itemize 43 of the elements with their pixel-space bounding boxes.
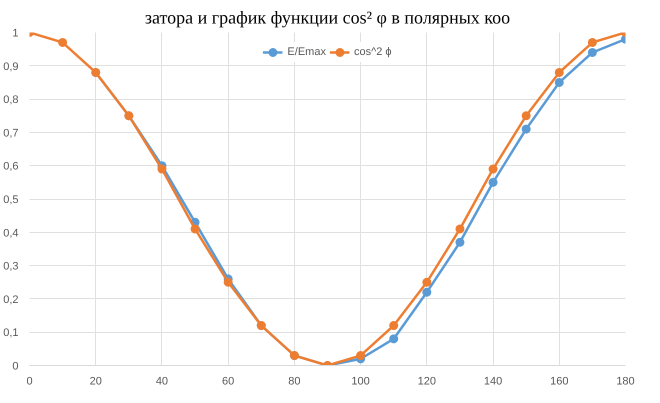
x-tick-label: 140 [484, 376, 502, 388]
point [157, 164, 166, 174]
point [455, 238, 464, 247]
point [455, 224, 464, 234]
y-tick-label: 0,9 [3, 60, 19, 73]
x-tick-label: 20 [90, 376, 102, 388]
y-tick-label: 0 [12, 360, 19, 372]
y-tick-label: 0,2 [3, 294, 19, 306]
x-tick-label: 0 [26, 376, 33, 388]
point [389, 334, 398, 344]
legend-label: E/Emax [287, 46, 326, 58]
x-tick-label: 180 [616, 376, 635, 388]
point [389, 321, 398, 330]
y-tick-label: 0,1 [3, 327, 19, 340]
y-tick-label: 0,8 [3, 94, 19, 106]
point [588, 48, 597, 57]
point [224, 278, 233, 287]
point [522, 111, 531, 120]
x-tick-label: 80 [288, 376, 301, 388]
y-tick-label: 0,4 [3, 227, 19, 240]
point [554, 78, 564, 87]
point [422, 278, 432, 287]
point [522, 124, 531, 134]
y-tick-label: 1 [12, 28, 19, 40]
x-tick-label: 40 [156, 376, 168, 388]
x-tick-label: 120 [418, 376, 436, 388]
point [588, 38, 597, 47]
point [554, 68, 564, 77]
x-tick-label: 160 [550, 376, 568, 388]
point [488, 178, 498, 187]
x-tick-label: 100 [351, 376, 370, 388]
point [190, 224, 200, 234]
point [58, 38, 68, 47]
chart-title: затора и график функции cos² φ в полярных коо [144, 8, 510, 28]
y-tick-label: 0,5 [3, 194, 19, 206]
x-tick-label: 60 [222, 376, 234, 388]
y-tick-label: 0,3 [3, 260, 19, 273]
legend-label: cos^2 ϕ [354, 46, 392, 58]
point [488, 164, 498, 174]
point [422, 288, 432, 297]
y-tick-label: 0,7 [3, 127, 19, 140]
point [356, 351, 366, 360]
y-tick-label: 0,6 [3, 160, 19, 173]
